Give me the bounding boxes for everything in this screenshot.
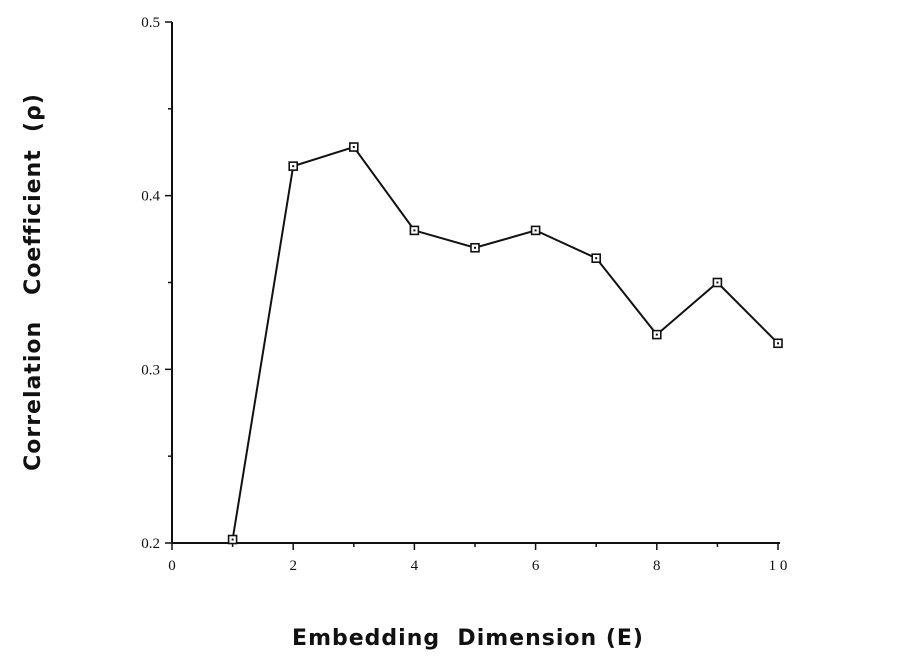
data-point-marker-center	[716, 281, 719, 284]
x-tick-label: 2	[289, 558, 297, 574]
plot-area	[227, 142, 783, 545]
y-tick-label: 0.2	[141, 536, 160, 552]
series-line	[231, 145, 779, 540]
series-markers	[227, 142, 783, 545]
x-tick-label: 8	[653, 558, 661, 574]
data-point-marker-center	[292, 165, 295, 168]
y-ticks: 0.2 0.3 0.4 0.5	[141, 15, 172, 552]
x-tick-label: 0	[168, 558, 176, 574]
x-tick-label: 6	[532, 558, 540, 574]
data-point-marker-center	[352, 146, 355, 149]
axes: 0.2 0.3 0.4 0.5 0 2 4 6 8 1 0	[141, 15, 787, 574]
y-tick-label: 0.5	[141, 15, 160, 31]
x-ticks: 0 2 4 6 8 1 0	[168, 543, 787, 574]
data-point-marker-center	[534, 229, 537, 232]
x-tick-label: 4	[411, 558, 419, 574]
data-point-marker-center	[595, 257, 598, 260]
y-tick-label: 0.3	[141, 362, 160, 378]
data-point-marker-center	[413, 229, 416, 232]
y-axis-title: Correlation Coefficient (ρ)	[21, 93, 46, 471]
data-point-marker-center	[474, 246, 476, 249]
y-tick-label: 0.4	[141, 189, 160, 205]
data-point-marker-center	[777, 342, 779, 345]
data-point-marker-center	[655, 333, 658, 336]
x-tick-label: 1 0	[769, 558, 788, 574]
x-axis-title: Embedding Dimension (E)	[292, 626, 644, 651]
data-point-marker-center	[231, 538, 234, 541]
